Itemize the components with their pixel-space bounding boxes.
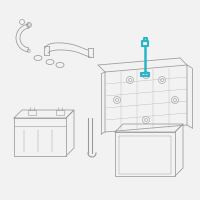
Bar [28,110,36,115]
Bar [56,110,64,115]
